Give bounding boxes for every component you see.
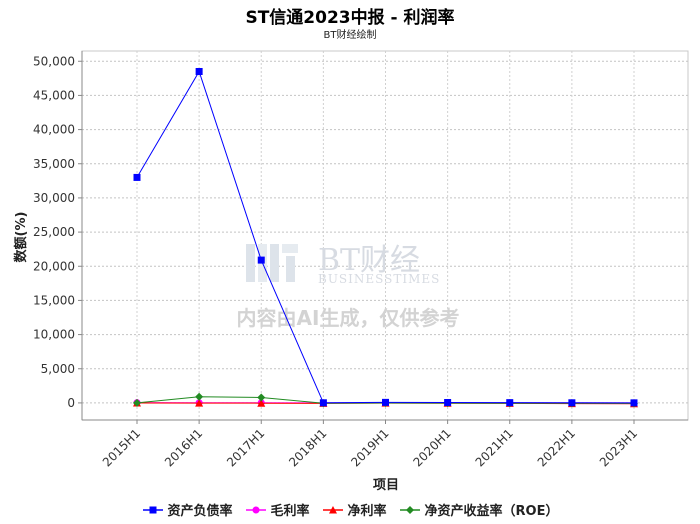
data-point — [506, 399, 514, 407]
y-tick-label: 25,000 — [33, 225, 75, 239]
watermark-notice: 内容由AI生成，仅供参考 — [237, 306, 460, 330]
data-point — [133, 398, 141, 407]
series — [133, 68, 638, 408]
data-point — [257, 393, 266, 402]
data-point — [257, 256, 265, 264]
chart-title: ST信通2023中报 - 利润率 — [245, 8, 455, 28]
legend-swatch-icon — [399, 505, 420, 514]
data-point — [382, 398, 389, 406]
x-tick-label: 2021H1 — [473, 426, 516, 469]
grid — [81, 50, 689, 421]
legend-label: 净资产收益率（ROE） — [424, 504, 559, 519]
legend-label: 净利率 — [347, 504, 387, 519]
legend-item: 净利率 — [322, 500, 387, 519]
y-tick-label: 30,000 — [33, 191, 75, 205]
y-tick-label: 45,000 — [33, 88, 75, 102]
legend-label: 资产负债率 — [167, 504, 233, 519]
data-point — [630, 399, 638, 407]
x-tick-label: 2022H1 — [535, 426, 578, 469]
y-tick-label: 5,000 — [41, 362, 75, 376]
legend-marker — [149, 506, 156, 513]
x-tick-label: 2019H1 — [348, 426, 391, 469]
legend-swatch-icon — [322, 505, 343, 513]
watermark-logo-icon — [246, 244, 298, 282]
data-point — [444, 399, 452, 407]
y-tick-label: 50,000 — [33, 54, 75, 68]
legend-marker — [252, 506, 260, 513]
x-tick-label: 2018H1 — [286, 426, 329, 469]
data-point — [195, 392, 204, 401]
y-tick-label: 35,000 — [33, 157, 75, 171]
legend: 资产负债率 毛利率 净利率 净资产收益率（ROE） — [0, 500, 700, 519]
legend-item: 净资产收益率（ROE） — [399, 500, 559, 519]
legend-label: 毛利率 — [270, 504, 310, 519]
chart-subtitle: BT财经绘制 — [323, 30, 377, 41]
legend-item: 资产负债率 — [142, 500, 233, 519]
x-tick-label: 2015H1 — [100, 426, 143, 469]
series-0 — [133, 68, 638, 407]
watermark-brand-en: BUSINESSTIMES — [318, 272, 440, 286]
y-tick-label: 15,000 — [33, 293, 75, 307]
y-tick-label: 40,000 — [33, 123, 75, 137]
legend-swatch-icon — [142, 506, 163, 513]
legend-swatch-icon — [245, 506, 266, 513]
legend-marker — [328, 505, 337, 513]
x-tick-label: 2020H1 — [410, 426, 453, 469]
data-point — [568, 399, 576, 407]
y-tick-label: 20,000 — [33, 259, 75, 273]
watermark-brand: BT财经 — [318, 243, 420, 278]
x-tick-label: 2016H1 — [162, 426, 205, 469]
data-point — [257, 399, 266, 407]
x-axis-label: 项目 — [373, 478, 399, 493]
data-point — [133, 173, 141, 181]
y-tick-label: 0 — [67, 396, 75, 410]
data-point — [195, 399, 204, 407]
legend-item: 毛利率 — [245, 500, 310, 519]
data-point — [195, 68, 203, 75]
x-tick-label: 2023H1 — [597, 426, 640, 469]
series-line — [136, 70, 635, 404]
legend-marker — [405, 505, 414, 514]
x-tick-label: 2017H1 — [224, 426, 267, 469]
y-axis-label: 数额(%) — [13, 212, 29, 263]
watermark: BT财经 BUSINESSTIMES 内容由AI生成，仅供参考 — [237, 243, 460, 330]
y-tick-label: 10,000 — [33, 328, 75, 342]
data-point — [319, 399, 327, 407]
